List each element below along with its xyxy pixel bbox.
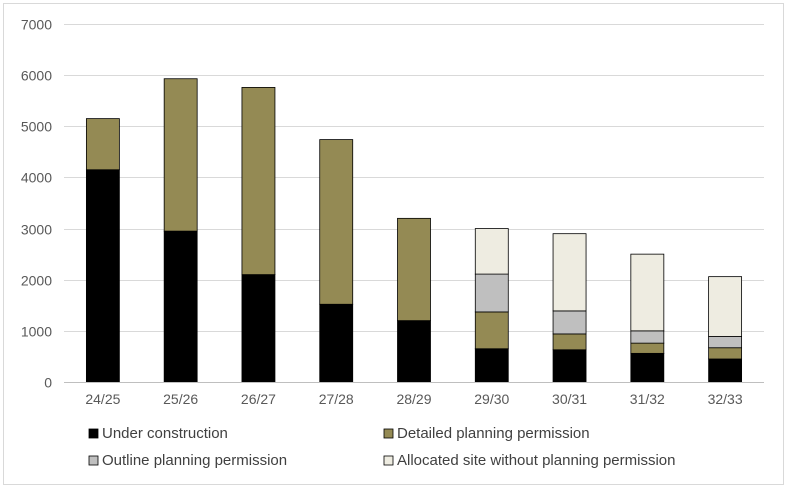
legend-label: Under construction [102,425,228,442]
y-tick-label: 1000 [21,324,52,340]
bar-stack-30-31 [552,233,587,383]
bar-segment [708,358,743,383]
chart-frame: 0 1000 2000 3000 4000 5000 6000 7000 24/25 25/26… [3,3,784,485]
legend-item: Detailed planning permission [383,425,590,442]
legend-label: Detailed planning permission [397,425,590,442]
y-tick-label: 0 [44,375,52,391]
legend-label: Allocated site without planning permissi… [397,452,676,469]
x-tick-label: 30/31 [552,391,587,407]
y-axis-ticks: 0 1000 2000 3000 4000 5000 6000 7000 [21,17,52,391]
bar-segment [474,228,509,275]
bar-stack-31-32 [630,253,665,383]
bar-segment [241,87,276,276]
bar-stack-29-30 [474,228,509,383]
bar-stack-25-26 [163,78,198,383]
x-tick-label: 27/28 [319,391,354,407]
x-tick-label: 31/32 [630,391,665,407]
y-tick-label: 7000 [21,17,52,33]
legend-swatch [383,428,394,439]
stacked-bar-chart: 0 1000 2000 3000 4000 5000 6000 7000 24/25 25/26… [21,17,764,469]
legend-swatch [383,455,394,466]
legend-item: Under construction [88,425,228,442]
bar-segment [85,118,120,171]
bar-stack-27-28 [319,139,354,383]
x-tick-label: 25/26 [163,391,198,407]
bar-segment [552,310,587,335]
x-tick-label: 26/27 [241,391,276,407]
bar-segment [397,217,431,322]
bar-segment [319,303,354,383]
bar-segment [708,336,743,349]
bar-segment [630,253,665,332]
bar-segment [708,347,743,360]
legend-swatch [88,455,99,466]
x-tick-label: 24/25 [85,391,120,407]
x-tick-label: 28/29 [396,391,431,407]
y-tick-label: 2000 [21,273,52,289]
bar-stack-28-29 [397,217,431,383]
bar-segment [552,233,587,312]
bar-segment [474,311,509,350]
bar-segment [85,169,120,383]
bar-segment [163,230,198,383]
bar-segment [474,348,509,383]
bar-segment [630,330,665,344]
x-axis-ticks: 24/25 25/26 26/27 27/28 28/29 29/30 30/31 31/32… [85,391,742,407]
y-tick-label: 3000 [21,222,52,238]
y-tick-label: 5000 [21,119,52,135]
legend-item: Outline planning permission [88,452,287,469]
bar-segment [552,349,587,383]
x-tick-label: 29/30 [474,391,509,407]
x-tick-label: 32/33 [708,391,743,407]
bar-segment [319,139,354,305]
bar-segment [630,352,665,383]
bars [85,78,743,383]
bar-stack-24-25 [85,118,120,383]
bar-segment [630,342,665,354]
bar-segment [241,274,276,383]
bar-stack-26-27 [241,87,276,383]
y-tick-label: 6000 [21,68,52,84]
bar-segment [397,320,431,383]
legend-swatch [88,428,99,439]
legend-label: Outline planning permission [102,452,287,469]
bar-segment [163,78,198,232]
bar-segment [552,333,587,351]
bar-stack-32-33 [708,276,743,383]
legend-item: Allocated site without planning permissi… [383,452,676,469]
legend: Under construction Detailed planning perm… [88,425,676,469]
y-tick-label: 4000 [21,170,52,186]
bar-segment [708,276,743,337]
bar-segment [474,273,509,313]
